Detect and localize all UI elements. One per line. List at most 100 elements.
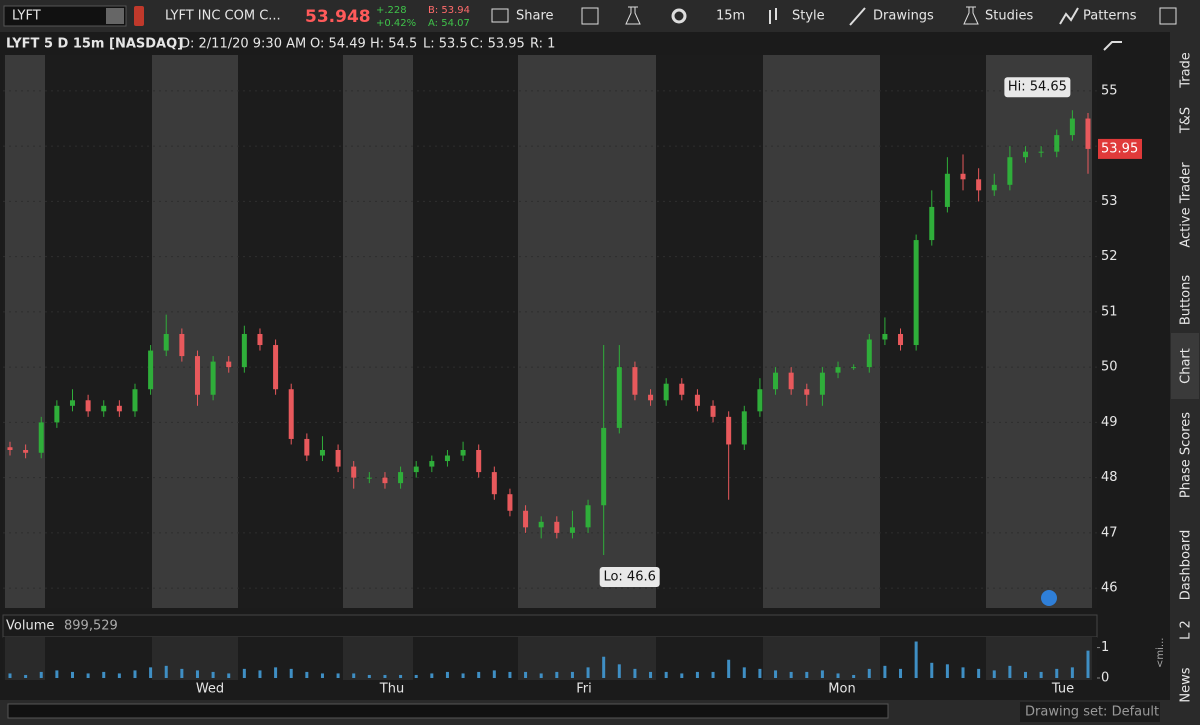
session-band: [5, 55, 45, 608]
candle-body: [913, 240, 919, 346]
share-icon[interactable]: [491, 8, 509, 23]
volume-bar: [977, 668, 981, 678]
volume-bar: [899, 668, 903, 678]
candle-body: [194, 356, 200, 395]
candle-body: [163, 333, 169, 351]
last-price: 53.948: [305, 7, 371, 27]
volume-bar: [789, 671, 793, 678]
x-day-label: Thu: [379, 682, 404, 697]
candle-body: [148, 350, 154, 390]
side-tab[interactable]: Chart: [1179, 348, 1194, 384]
chart-title: LYFT 5 D 15m [NASDAQ]: [6, 37, 183, 52]
candle-body: [491, 472, 497, 495]
candle-body: [648, 394, 654, 401]
info-close: C: 53.95: [470, 37, 525, 52]
candle-body: [788, 372, 794, 390]
active-tab[interactable]: [1171, 333, 1199, 399]
patterns-icon[interactable]: [1059, 7, 1079, 25]
candle-body: [929, 206, 935, 241]
candle-body: [882, 333, 888, 340]
settings-icon[interactable]: [671, 8, 687, 24]
side-tab[interactable]: L 2: [1179, 620, 1194, 640]
symbol-box[interactable]: [3, 5, 127, 27]
scale-icon[interactable]: [1103, 41, 1122, 51]
y-tick-label: 46: [1101, 581, 1118, 596]
scrollbar[interactable]: [7, 703, 889, 719]
volume-bar: [570, 671, 574, 678]
candle-body: [476, 450, 482, 473]
side-tab[interactable]: Phase Scores: [1179, 412, 1194, 498]
studies-button[interactable]: Studies: [985, 9, 1033, 24]
candle-body: [851, 367, 857, 369]
drawings-icon[interactable]: [849, 7, 866, 26]
side-tab[interactable]: Buttons: [1179, 275, 1194, 326]
patterns-button[interactable]: Patterns: [1083, 9, 1137, 24]
style-icon[interactable]: [769, 8, 777, 24]
candle-body: [773, 372, 779, 390]
volume-bar: [836, 673, 840, 678]
volume-bar: [305, 671, 309, 678]
last-price-box: [1098, 138, 1142, 159]
change-pct: +0.42%: [376, 18, 416, 29]
side-tab[interactable]: T&S: [1179, 107, 1194, 134]
candle-body: [866, 339, 872, 368]
volume-session-band: [986, 637, 1092, 680]
session-band: [343, 55, 413, 608]
drawing-set[interactable]: Drawing set: Default: [1025, 705, 1159, 720]
symbol-dropdown[interactable]: [106, 8, 124, 24]
candle-body: [132, 389, 138, 412]
studies-icon[interactable]: [963, 6, 979, 25]
side-tab[interactable]: Dashboard: [1179, 530, 1194, 601]
candle-body: [898, 333, 904, 346]
candle-body: [38, 422, 44, 453]
style-button[interactable]: Style: [792, 9, 825, 24]
volume-bar: [258, 670, 262, 678]
flask-icon[interactable]: [625, 6, 641, 25]
volume-bar: [320, 673, 324, 678]
event-icon[interactable]: [1041, 590, 1057, 606]
grid-icon[interactable]: [1159, 7, 1177, 25]
drawing-set-box[interactable]: [1020, 702, 1160, 722]
drawings-button[interactable]: Drawings: [873, 9, 934, 24]
candle-body: [835, 367, 841, 373]
volume-bar: [1086, 650, 1090, 678]
y-tick-label: 48: [1101, 470, 1118, 485]
candle-body: [757, 389, 763, 412]
volume-bar: [133, 670, 137, 678]
candle-body: [741, 411, 747, 445]
side-tab[interactable]: Active Trader: [1179, 162, 1194, 248]
volume-bar: [820, 670, 824, 678]
notes-icon[interactable]: [581, 7, 599, 25]
interval-button[interactable]: 15m: [716, 9, 745, 24]
volume-bar: [852, 674, 856, 678]
volume-bar: [1024, 671, 1028, 678]
info-date: D: 2/11/20 9:30 AM: [180, 37, 306, 52]
volume-bar: [633, 668, 637, 678]
volume-bar: [586, 667, 590, 678]
info-range: R: 1: [530, 37, 555, 52]
candle-body: [85, 400, 91, 412]
x-day-label: Wed: [196, 682, 224, 697]
candle-body: [1085, 118, 1091, 149]
candle-body: [69, 400, 75, 406]
volume-session-band: [5, 637, 45, 680]
info-bar: [0, 32, 1170, 55]
volume-bar: [149, 667, 153, 678]
candle-body: [116, 405, 122, 412]
collapsed-label[interactable]: <mi...: [1155, 638, 1166, 668]
side-tab[interactable]: Trade: [1179, 52, 1194, 89]
volume-bar: [102, 671, 106, 678]
side-tab[interactable]: News: [1179, 667, 1194, 702]
volume-bar: [617, 664, 621, 678]
y-tick-label: 50: [1101, 360, 1118, 375]
candle-body: [679, 383, 685, 395]
volume-bar: [680, 673, 684, 678]
share-button[interactable]: Share: [516, 9, 554, 24]
low-label: Lo: 46.6: [603, 569, 655, 584]
symbol[interactable]: LYFT: [12, 9, 41, 24]
volume-label: Volume: [6, 619, 54, 634]
candle-body: [351, 466, 357, 478]
link-icon[interactable]: [134, 6, 144, 26]
volume-bar: [211, 671, 215, 678]
session-band: [763, 55, 880, 608]
